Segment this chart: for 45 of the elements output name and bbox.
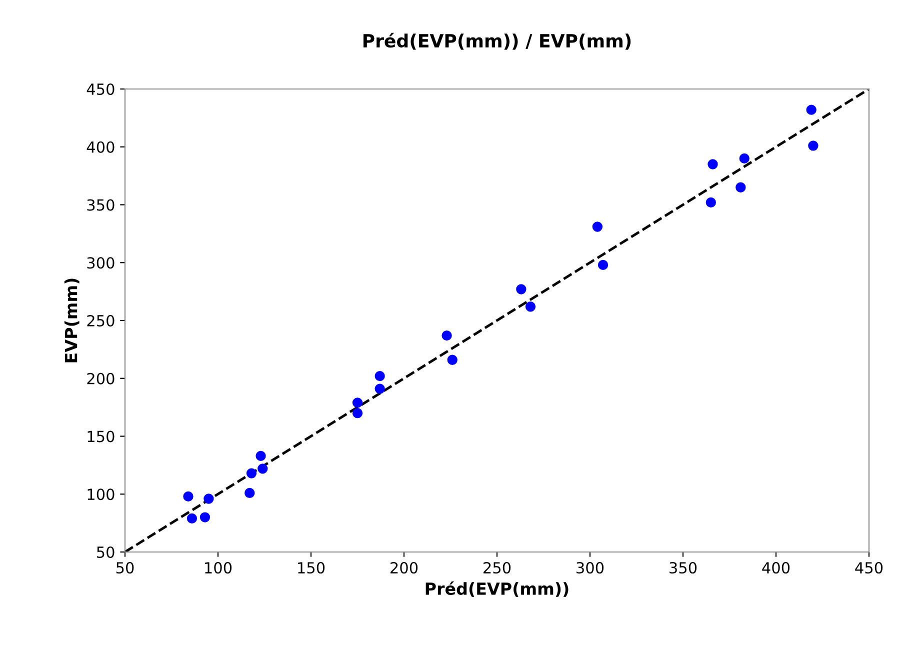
point <box>525 302 536 312</box>
point <box>808 140 818 151</box>
point <box>258 464 268 474</box>
x-tick-label: 200 <box>390 562 418 574</box>
x-tick-label: 350 <box>670 562 697 574</box>
y-tick-label: 150 <box>88 430 114 442</box>
point <box>598 260 608 270</box>
chart-title: Préd(EVP(mm)) / EVP(mm) <box>363 32 631 50</box>
point <box>200 512 210 522</box>
point <box>442 330 452 341</box>
x-axis-title: Préd(EVP(mm)) <box>426 581 568 597</box>
point <box>706 197 716 208</box>
point <box>244 488 255 498</box>
point <box>352 408 363 418</box>
x-tick-label: 100 <box>205 562 232 574</box>
x-tick-label: 300 <box>576 562 604 574</box>
point <box>592 222 603 232</box>
y-tick-label: 350 <box>87 199 114 211</box>
point <box>374 370 385 382</box>
y-tick-label: 300 <box>87 257 114 269</box>
point <box>516 284 526 294</box>
y-tick-label: 400 <box>86 141 114 153</box>
point <box>183 491 194 502</box>
point <box>204 494 214 504</box>
y-tick-label: 100 <box>88 488 114 500</box>
x-tick-label: 400 <box>762 562 790 574</box>
point <box>447 354 458 365</box>
y-tick-label: 200 <box>87 372 114 384</box>
y-tick-label: 50 <box>97 546 114 558</box>
y-tick-label: 450 <box>86 83 114 96</box>
point <box>186 513 198 524</box>
y-tick-label: 250 <box>87 314 114 327</box>
y-axis-title: EVP(mm) <box>64 278 80 362</box>
x-tick-label: 250 <box>484 562 511 574</box>
point <box>352 398 363 408</box>
point <box>374 384 385 394</box>
x-tick-label: 50 <box>116 562 134 574</box>
point <box>246 468 257 478</box>
x-tick-label: 150 <box>298 562 325 574</box>
point <box>806 104 816 115</box>
x-tick-label: 450 <box>855 562 883 574</box>
point <box>708 159 718 170</box>
point <box>739 153 750 164</box>
point <box>736 182 746 192</box>
point <box>256 450 266 462</box>
